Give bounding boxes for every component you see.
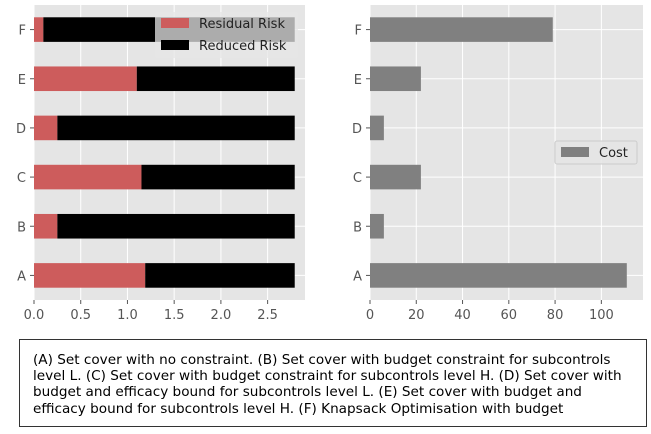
cost-x-tick-label: 100 (589, 308, 614, 323)
cost-legend-frame (554, 140, 638, 165)
cost-bar-e-series-0 (370, 66, 421, 92)
risk-bar-a-series-1 (145, 263, 295, 288)
risk-legend-label: Reduced Risk (199, 39, 287, 54)
risk-y-tick-label: B (17, 220, 26, 235)
risk-legend: Residual Risk Reduced Risk (155, 12, 298, 58)
risk-x-tick-label: 0.0 (24, 308, 45, 323)
figure-caption-box: (A) Set cover with no constraint. (B) Se… (19, 339, 647, 427)
cost-x-tick-label: 40 (454, 308, 471, 323)
risk-bar-c-series-0 (34, 164, 142, 190)
risk-x-tick-label: 0.5 (70, 308, 91, 323)
cost-bar-c-series-0 (370, 164, 421, 190)
risk-chart: A B C D E F 0.0 0.5 1.0 1.5 2.0 2.5 Residual Risk Red… (16, 5, 305, 323)
risk-legend-frame (155, 12, 298, 58)
risk-y-tick-label: C (17, 171, 26, 186)
risk-bar-d-series-1 (57, 115, 295, 141)
cost-bar-d-series-0 (370, 115, 384, 141)
risk-bar-b-series-1 (57, 213, 295, 239)
risk-x-tick-label: 2.0 (211, 308, 232, 323)
risk-legend-label: Residual Risk (199, 17, 285, 32)
cost-bar-a-series-0 (370, 263, 627, 288)
risk-legend-swatch (161, 40, 189, 50)
cost-x-tick-label: 20 (408, 308, 425, 323)
cost-x-tick-label: 80 (547, 308, 564, 323)
cost-y-tick-label: B (353, 220, 362, 235)
cost-chart: A B C D E F 0 20 40 60 80 100 Cost (352, 5, 643, 323)
risk-bar-a-series-0 (34, 263, 146, 288)
risk-y-tick-label: D (16, 122, 26, 137)
cost-bar-b-series-0 (370, 213, 384, 239)
figure-caption: (A) Set cover with no constraint. (B) Se… (33, 352, 622, 417)
cost-y-tick-label: A (353, 269, 362, 284)
risk-x-tick-label: 1.0 (117, 308, 138, 323)
risk-y-tick-label: E (18, 73, 26, 88)
cost-x-tick-label: 0 (366, 308, 374, 323)
risk-bar-c-series-1 (141, 164, 295, 190)
cost-y-tick-label: D (352, 122, 362, 137)
cost-bar-f-series-0 (370, 17, 553, 42)
risk-y-tick-label: F (19, 24, 26, 39)
cost-legend-swatch (561, 147, 589, 157)
risk-x-tick-label: 2.5 (257, 308, 278, 323)
risk-bar-b-series-0 (34, 213, 58, 239)
risk-bar-d-series-0 (34, 115, 58, 141)
risk-bar-e-series-0 (34, 66, 137, 92)
risk-bar-f-series-0 (34, 17, 44, 42)
cost-y-tick-label: C (353, 171, 362, 186)
cost-x-tick-label: 60 (501, 308, 518, 323)
cost-legend: Cost (554, 140, 638, 165)
risk-bar-e-series-1 (136, 66, 295, 92)
risk-x-tick-label: 1.5 (164, 308, 185, 323)
cost-y-tick-label: E (354, 73, 362, 88)
cost-y-tick-label: F (355, 24, 362, 39)
risk-legend-swatch (161, 18, 189, 28)
risk-y-tick-label: A (17, 269, 26, 284)
cost-legend-label: Cost (599, 146, 628, 161)
